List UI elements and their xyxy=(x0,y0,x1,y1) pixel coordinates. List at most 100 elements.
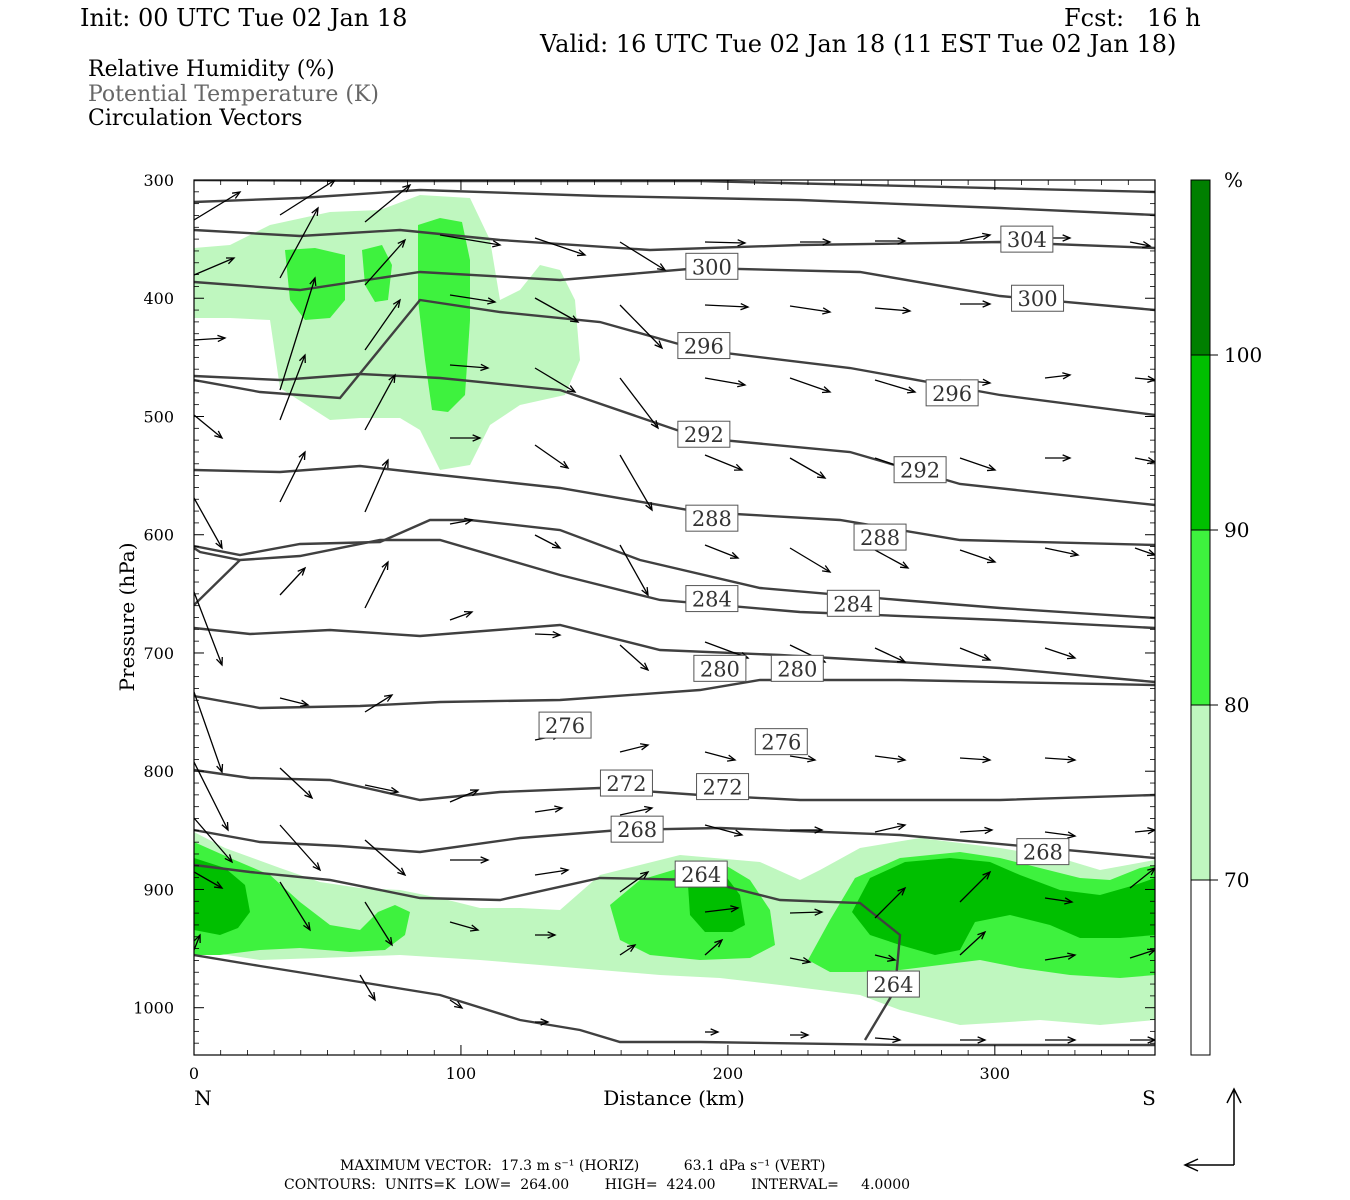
vector-39 xyxy=(450,434,482,442)
forecast-hour: Fcst: 16 h xyxy=(1064,4,1201,32)
vector-120 xyxy=(790,1031,810,1039)
colorbar-segment-1 xyxy=(1190,354,1211,531)
humidity-fill-2 xyxy=(362,245,392,302)
vector-62 xyxy=(534,631,562,639)
vector-55 xyxy=(789,547,832,573)
vector-56 xyxy=(874,549,910,569)
vector-95 xyxy=(534,867,570,876)
vector-82 xyxy=(449,789,480,803)
theta-label-text-19: 264 xyxy=(681,863,721,887)
vector-22 xyxy=(789,305,832,315)
vector-99 xyxy=(874,886,907,919)
vector-73 xyxy=(619,743,650,753)
vector-5 xyxy=(364,238,407,286)
theta-label-19: 264 xyxy=(674,860,728,888)
vector-91 xyxy=(194,817,234,864)
vector-4 xyxy=(279,206,319,279)
theta-contour-12 xyxy=(194,768,1155,802)
vector-66 xyxy=(874,647,907,663)
vector-86 xyxy=(790,826,824,834)
vector-63 xyxy=(619,644,650,672)
axes-layer: 300 400 500 600 700 800 900 1000 0 100 200 300 xyxy=(133,171,1155,1083)
theta-label-0: 304 xyxy=(1000,225,1054,253)
theta-label-text-15: 272 xyxy=(606,772,646,796)
vector-18 xyxy=(449,294,497,305)
vector-37 xyxy=(279,450,306,503)
vector-15 xyxy=(194,334,227,343)
vector-74 xyxy=(704,751,737,762)
x-left-label: N xyxy=(194,1086,212,1110)
theta-label-text-17: 268 xyxy=(617,818,657,842)
vector-3 xyxy=(194,257,236,276)
colorbar: % 70 80 90 100 xyxy=(1190,168,1262,1056)
vector-84 xyxy=(619,805,654,816)
vector-50 xyxy=(364,560,389,609)
vector-25 xyxy=(194,414,224,440)
vector-108 xyxy=(619,944,637,956)
theta-label-text-13: 276 xyxy=(545,714,585,738)
vector-43 xyxy=(789,457,827,479)
theta-label-12: 280 xyxy=(770,654,824,682)
vector-45 xyxy=(959,457,997,472)
vector-47 xyxy=(1134,456,1155,465)
vector-105 xyxy=(364,901,393,947)
theta-contour-14 xyxy=(194,863,902,1041)
vector-54 xyxy=(704,544,740,559)
vector-100 xyxy=(959,870,992,903)
vector-23 xyxy=(874,306,912,315)
theta-label-18: 268 xyxy=(1016,838,1070,866)
theta-label-13: 276 xyxy=(538,711,592,739)
vector-75 xyxy=(789,755,817,763)
vector-123 xyxy=(1045,1036,1077,1044)
init-time: Init: 00 UTC Tue 02 Jan 18 xyxy=(80,4,408,32)
y-tick-label-5: 800 xyxy=(143,762,174,781)
vector-2 xyxy=(364,183,412,223)
theta-label-text-7: 288 xyxy=(692,507,732,531)
vector-87 xyxy=(874,822,907,833)
footer-max-vector: MAXIMUM VECTOR: 17.3 m s⁻¹ (HORIZ) 63.1 … xyxy=(340,1158,826,1174)
vector-28 xyxy=(449,363,490,372)
vector-115 xyxy=(194,933,201,951)
legend-potential-temperature: Potential Temperature (K) xyxy=(88,82,379,107)
vector-83 xyxy=(534,805,564,813)
theta-contour-15 xyxy=(194,953,1155,1047)
humidity-fill-5 xyxy=(194,842,410,955)
reference-vector-icon xyxy=(1183,1087,1242,1172)
theta-contour-6 xyxy=(194,464,1155,547)
theta-contour-1 xyxy=(194,188,1155,217)
vector-58 xyxy=(1044,547,1080,558)
theta-label-text-20: 264 xyxy=(873,973,913,997)
vector-46 xyxy=(1045,454,1072,462)
vector-121 xyxy=(874,1035,902,1044)
theta-label-text-4: 296 xyxy=(932,382,972,406)
vector-57 xyxy=(959,549,997,564)
vector-9 xyxy=(704,239,747,247)
y-tick-label-0: 300 xyxy=(143,171,174,190)
y-tick-label-6: 900 xyxy=(143,880,174,899)
vector-19 xyxy=(534,297,580,323)
colorbar-segment-0 xyxy=(1190,179,1211,356)
legend-circulation-vectors: Circulation Vectors xyxy=(88,106,303,131)
vector-38 xyxy=(364,458,389,513)
y-tick-label-4: 700 xyxy=(143,644,174,663)
vector-114 xyxy=(1129,948,1155,959)
colorbar-level-2: 90 xyxy=(1224,518,1249,542)
theta-label-text-2: 300 xyxy=(1017,287,1057,311)
y-axis-label: Pressure (hPa) xyxy=(115,543,139,692)
vector-14 xyxy=(1129,240,1152,249)
humidity-fill-10 xyxy=(852,858,1155,955)
vector-52 xyxy=(534,534,562,549)
theta-label-text-11: 280 xyxy=(700,657,740,681)
vector-102 xyxy=(1129,867,1155,889)
theta-label-6: 292 xyxy=(893,456,947,484)
vector-117 xyxy=(449,999,464,1009)
theta-label-2: 300 xyxy=(1011,284,1065,312)
theta-label-16: 272 xyxy=(696,773,750,801)
theta-label-text-9: 284 xyxy=(692,588,732,612)
vector-12 xyxy=(959,232,992,242)
x-tick-label-0: 0 xyxy=(189,1064,199,1083)
vector-76 xyxy=(874,755,907,763)
vector-122 xyxy=(960,1036,987,1044)
theta-label-20: 264 xyxy=(866,970,920,998)
vector-1 xyxy=(279,180,336,216)
